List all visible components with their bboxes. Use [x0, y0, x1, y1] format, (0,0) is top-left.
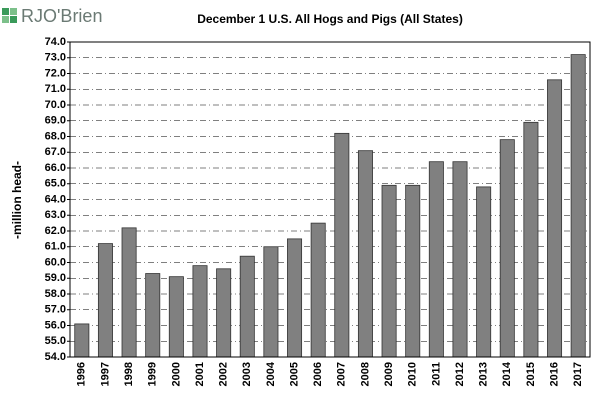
x-tick-label: 2009	[383, 362, 395, 386]
logo-icon	[2, 8, 9, 15]
y-tick-label: 60.0	[45, 256, 66, 268]
x-tick-label: 2016	[548, 362, 560, 386]
x-tick-label: 2004	[265, 361, 277, 386]
y-tick-label: 72.0	[45, 67, 66, 79]
x-tick-label: 2014	[501, 361, 513, 386]
logo-icon	[10, 8, 17, 15]
y-tick-label: 55.0	[45, 335, 66, 347]
bar	[476, 186, 492, 358]
x-tick-label: 2011	[430, 362, 442, 386]
bar	[287, 238, 303, 358]
bar	[192, 265, 208, 358]
x-tick-label: 2006	[312, 362, 324, 386]
x-tick-label: 2002	[218, 362, 230, 386]
bar	[523, 121, 539, 358]
x-tick-label: 1999	[147, 362, 159, 386]
y-tick-label: 64.0	[45, 193, 66, 205]
bar	[97, 243, 113, 358]
y-tick-label: 68.0	[45, 130, 66, 142]
bar	[168, 276, 184, 358]
bar	[74, 323, 90, 358]
x-tick-label: 2007	[336, 362, 348, 386]
logo-text: RJO'Brien	[21, 6, 102, 26]
y-tick-label: 59.0	[45, 272, 66, 284]
bar	[499, 139, 515, 358]
y-tick-label: 57.0	[45, 304, 66, 316]
chart-title: December 1 U.S. All Hogs and Pigs (All S…	[197, 12, 463, 26]
y-tick-label: 73.0	[45, 52, 66, 64]
bar	[121, 227, 137, 358]
y-tick-label: 61.0	[45, 241, 66, 253]
bar	[216, 268, 232, 358]
logo-icon	[2, 16, 9, 23]
bar	[381, 184, 397, 358]
x-tick-label: 2013	[478, 362, 490, 386]
bar	[263, 246, 279, 358]
y-tick-label: 63.0	[45, 209, 66, 221]
bar	[405, 184, 421, 358]
x-tick-label: 2015	[525, 362, 537, 386]
x-tick-label: 2005	[288, 362, 300, 386]
bar	[547, 79, 563, 358]
y-tick-label: 56.0	[45, 319, 66, 331]
plot-border	[69, 41, 591, 358]
x-tick-label: 2012	[454, 362, 466, 386]
y-tick-label: 69.0	[45, 115, 66, 127]
bar	[357, 150, 373, 358]
x-tick-label: 2010	[407, 362, 419, 386]
bar	[452, 161, 468, 358]
x-tick-label: 2017	[572, 362, 584, 386]
logo-icon	[10, 16, 17, 23]
x-tick-label: 1996	[76, 362, 88, 386]
bar	[570, 54, 586, 358]
bar	[239, 255, 255, 358]
x-tick-label: 1997	[99, 362, 111, 386]
x-tick-label: 2001	[194, 362, 206, 386]
y-tick-label: 67.0	[45, 146, 66, 158]
y-axis-label: -million head-	[10, 161, 24, 239]
bar	[310, 222, 326, 358]
x-tick-label: 2000	[170, 362, 182, 386]
y-tick-label: 65.0	[45, 178, 66, 190]
bar	[428, 161, 444, 358]
y-tick-label: 58.0	[45, 288, 66, 300]
bar	[145, 273, 161, 358]
y-tick-label: 62.0	[45, 225, 66, 237]
x-tick-label: 2008	[359, 362, 371, 386]
y-tick-label: 54.0	[45, 351, 66, 363]
y-tick-label: 74.0	[45, 36, 66, 48]
y-tick-label: 70.0	[45, 99, 66, 111]
x-tick-label: 1998	[123, 362, 135, 386]
y-tick-label: 71.0	[45, 83, 66, 95]
bar	[334, 132, 350, 358]
x-tick-label: 2003	[241, 362, 253, 386]
y-tick-label: 66.0	[45, 162, 66, 174]
